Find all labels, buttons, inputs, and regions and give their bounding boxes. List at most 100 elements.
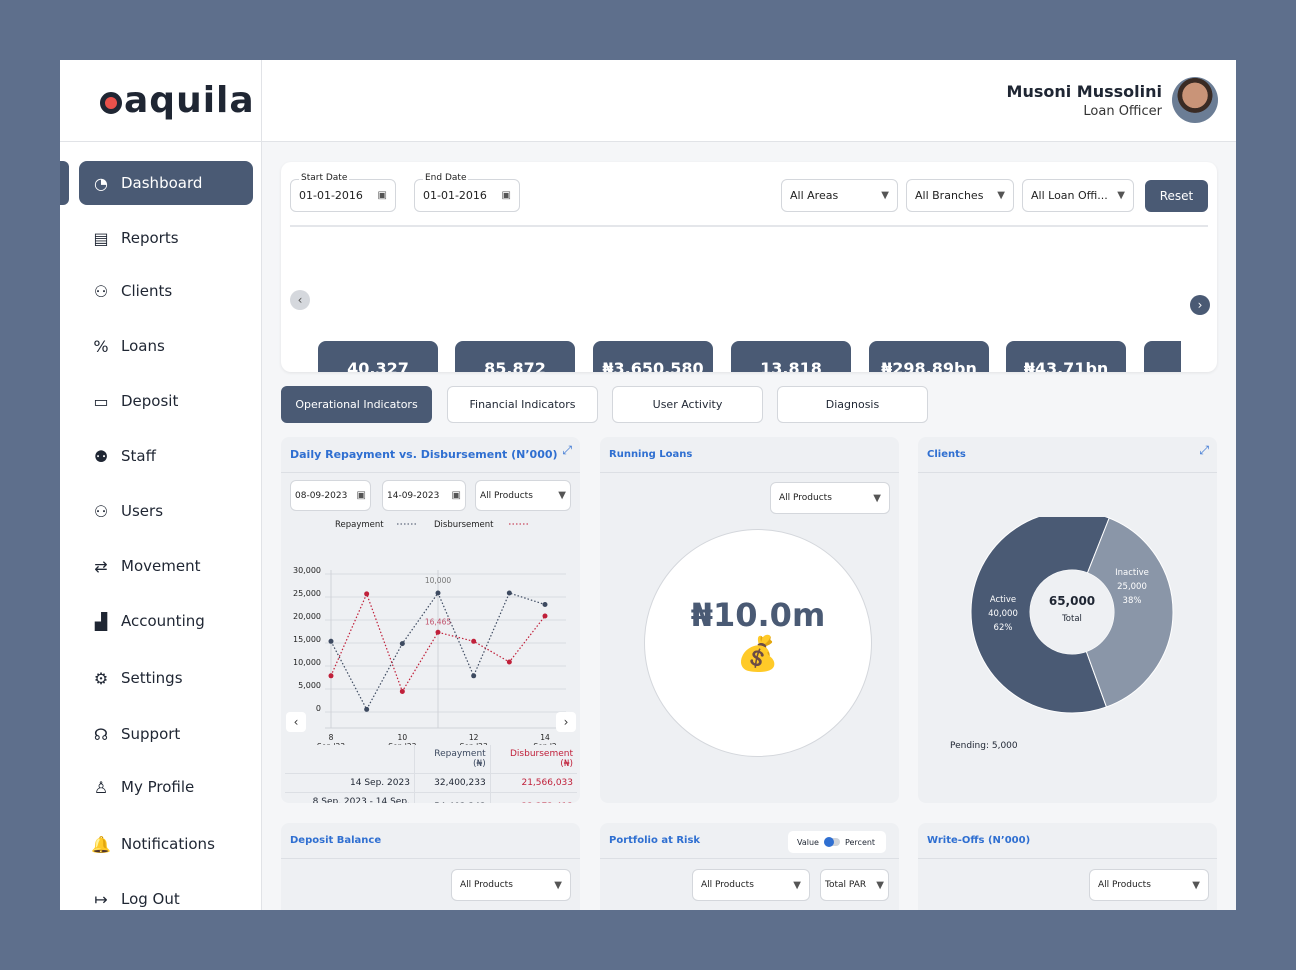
kpi-value: 13,818 xyxy=(760,359,822,372)
tab-user-activity[interactable]: User Activity xyxy=(612,386,763,423)
tab-diagnosis[interactable]: Diagnosis xyxy=(777,386,928,423)
kpi-card[interactable]: 40,327👤Approved Clients‹› xyxy=(318,341,438,372)
areas-value: All Areas xyxy=(790,189,839,202)
from-date-field[interactable]: 08-09-2023 ▣ xyxy=(290,480,371,511)
x-tick-label: 12 xyxy=(469,733,479,742)
kpi-card[interactable]: 13,818💰Running Loans xyxy=(731,341,851,372)
par-select[interactable]: Total PAR ▼ xyxy=(820,869,889,901)
kpi-card[interactable]: ₦3,650,580💵Amount Disbursed xyxy=(593,341,713,372)
expand-icon[interactable]: ⤢ xyxy=(562,443,572,457)
panel-title: Running Loans xyxy=(609,449,693,460)
avatar[interactable] xyxy=(1172,77,1218,123)
exchange-icon: ⇄ xyxy=(94,556,108,576)
tab-operational-indicators[interactable]: Operational Indicators xyxy=(281,386,432,423)
sidebar-item-notifications[interactable]: 🔔 Notifications xyxy=(79,822,253,866)
clients-panel: Clients ⤢ Active 40,000 62% Inactive 25,000 3… xyxy=(918,437,1217,803)
logo-text: aquila xyxy=(124,80,255,121)
user-icon: ♙ xyxy=(93,777,109,797)
sidebar-item-users[interactable]: ⚇ Users xyxy=(79,489,253,533)
logout-icon: ↦ xyxy=(94,889,108,909)
sidebar-item-staff[interactable]: ⚉ Staff xyxy=(79,434,253,478)
data-point-disbursement xyxy=(542,613,548,619)
value-percent-toggle[interactable]: Value Percent xyxy=(788,831,886,853)
sidebar-item-label: Users xyxy=(121,502,164,520)
sidebar-item-support[interactable]: ☊ Support xyxy=(79,712,253,756)
sidebar-item-clients[interactable]: ⚇ Clients xyxy=(79,269,253,313)
running-loans-panel: Running Loans All Products ▼ ₦10.0m 💰 xyxy=(600,437,899,803)
table-cell: 8 Sep. 2023 - 14 Sep. 2023 xyxy=(285,792,415,803)
from-date-value: 08-09-2023 xyxy=(295,490,348,501)
kpi-card[interactable]: ₦43.71bn👛Deposit Balance xyxy=(1006,341,1126,372)
sidebar-item-log-out[interactable]: ↦ Log Out xyxy=(79,877,253,910)
sidebar-item-reports[interactable]: ▤ Reports xyxy=(79,216,253,260)
sidebar-item-deposit[interactable]: ▭ Deposit xyxy=(79,379,253,423)
sidebar-item-accounting[interactable]: ▟ Accounting xyxy=(79,599,253,643)
deposit-balance-panel: Deposit Balance All Products ▼ xyxy=(281,823,580,910)
kpi-value: 85,872 xyxy=(484,359,546,372)
data-point-disbursement xyxy=(364,591,370,597)
portfolio-at-risk-panel: Portfolio at Risk Value Percent All Produ… xyxy=(600,823,899,910)
x-tick-label: Sep '2 xyxy=(533,742,557,745)
start-date-field[interactable]: Start Date 01-01-2016 ▣ xyxy=(290,173,396,212)
bell-icon: 🔔 xyxy=(91,834,111,854)
toggle-switch[interactable] xyxy=(823,837,840,847)
data-point-disbursement xyxy=(506,659,512,665)
sidebar-item-movement[interactable]: ⇄ Movement xyxy=(79,544,253,588)
divider xyxy=(281,858,580,859)
sidebar-item-dashboard[interactable]: ◔ Dashboard xyxy=(79,161,253,205)
carousel-next-button[interactable]: › xyxy=(1190,295,1210,315)
expand-icon[interactable]: ⤢ xyxy=(1199,443,1209,457)
table-cell: 54,402,243 xyxy=(413,792,491,803)
kpi-value: ₦ xyxy=(1144,359,1181,372)
sidebar-item-loans[interactable]: % Loans xyxy=(79,324,253,368)
caret-down-icon: ▼ xyxy=(554,879,562,891)
divider xyxy=(600,472,899,473)
app-window: aquila ◔ Dashboard ▤ Reports ⚇ Clients % Loans ▭… xyxy=(60,60,1236,910)
headset-icon: ☊ xyxy=(93,724,109,744)
calendar-icon: ▣ xyxy=(356,490,366,501)
chart-next-button[interactable]: › xyxy=(556,712,576,732)
sidebar-item-label: Staff xyxy=(121,447,156,465)
caret-down-icon: ▼ xyxy=(1192,879,1200,891)
sidebar-item-label: Accounting xyxy=(121,612,205,630)
reset-button[interactable]: Reset xyxy=(1145,180,1208,212)
kpi-value: ₦298.89bn xyxy=(881,359,977,372)
kpi-card[interactable]: ₦298.89bn💰Loans Outstanding xyxy=(869,341,989,372)
slice-label: 38% xyxy=(1123,596,1142,606)
sidebar-item-label: My Profile xyxy=(121,778,195,796)
table-cell: 14 Sep. 2023 xyxy=(285,773,415,793)
slice-label: Inactive xyxy=(1115,568,1149,578)
branches-value: All Branches xyxy=(915,189,984,202)
product-value: All Products xyxy=(480,490,533,501)
end-date-field[interactable]: End Date 01-01-2016 ▣ xyxy=(414,173,520,212)
kpi-value: ₦43.71bn xyxy=(1023,359,1109,372)
start-date-label: Start Date xyxy=(299,173,350,183)
branches-select[interactable]: All Branches ▼ xyxy=(906,179,1014,212)
to-date-field[interactable]: 14-09-2023 ▣ xyxy=(382,480,466,511)
product-select[interactable]: All Products ▼ xyxy=(770,482,890,514)
percent-icon: % xyxy=(93,336,109,356)
product-select[interactable]: All Products ▼ xyxy=(1089,869,1209,901)
table-cell: 22,372,413 xyxy=(489,792,577,803)
tab-financial-indicators[interactable]: Financial Indicators xyxy=(447,386,598,423)
panel-title: Clients xyxy=(927,449,966,460)
carousel-prev-button[interactable]: ‹ xyxy=(290,290,310,310)
chart-prev-button[interactable]: ‹ xyxy=(286,712,306,732)
product-select[interactable]: All Products ▼ xyxy=(451,869,571,901)
sidebar-item-settings[interactable]: ⚙ Settings xyxy=(79,656,253,700)
table-row: 8 Sep. 2023 - 14 Sep. 202354,402,24322,3… xyxy=(285,792,577,803)
data-label: 10,000 xyxy=(425,576,451,585)
kpi-card[interactable]: ₦Tota xyxy=(1144,341,1181,372)
product-select[interactable]: All Products ▼ xyxy=(692,869,810,901)
sidebar-item-my-profile[interactable]: ♙ My Profile xyxy=(79,765,253,809)
sidebar-item-label: Notifications xyxy=(121,835,215,853)
kpi-card[interactable]: 85,872💰Disbursed Loans xyxy=(455,341,575,372)
write-offs-panel: Write-Offs (N’000) All Products ▼ xyxy=(918,823,1217,910)
product-select[interactable]: All Products ▼ xyxy=(475,480,571,511)
areas-select[interactable]: All Areas ▼ xyxy=(781,179,898,212)
slice-label: 40,000 xyxy=(988,609,1018,619)
loan-officers-select[interactable]: All Loan Offi... ▼ xyxy=(1022,179,1134,212)
data-label: 16,465 xyxy=(425,617,451,626)
donut-chart: Active 40,000 62% Inactive 25,000 38% 65,000 To… xyxy=(970,517,1174,714)
gear-icon: ⚙ xyxy=(93,668,109,688)
